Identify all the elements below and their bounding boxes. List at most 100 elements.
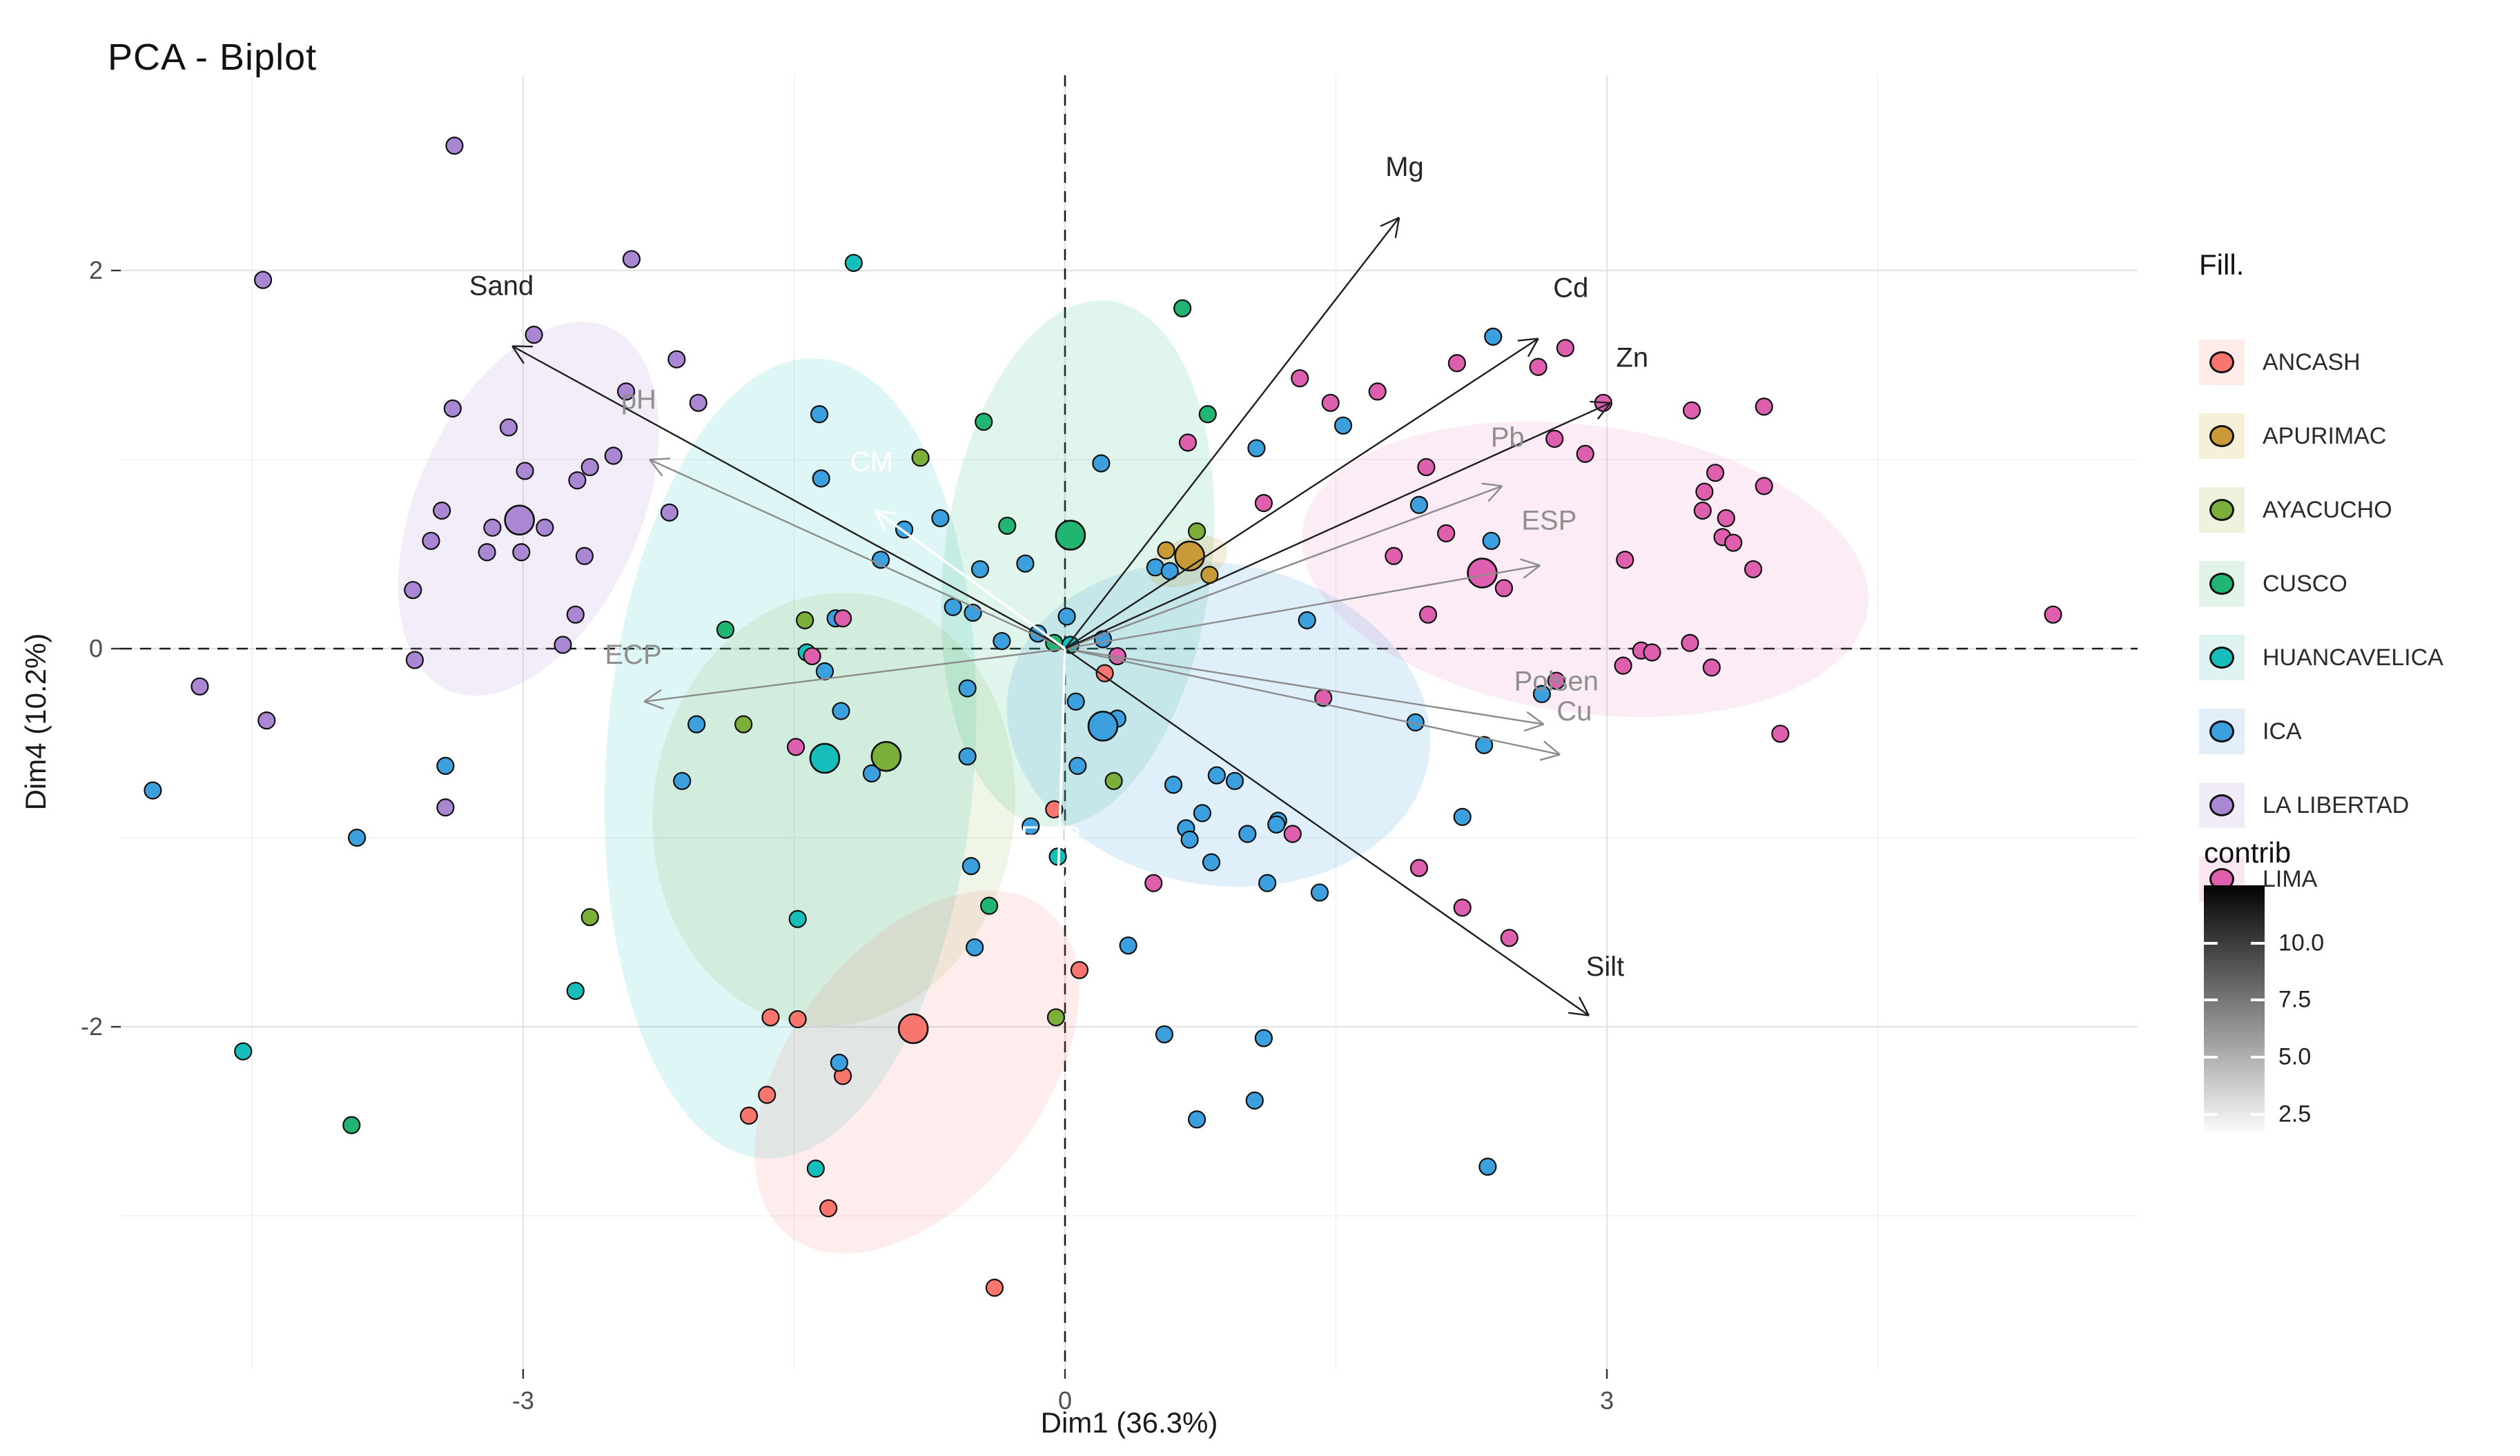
data-point-ICA [1310, 883, 1329, 902]
data-point-ICA [1225, 771, 1244, 790]
x-tick-label: 3 [1600, 1386, 1614, 1415]
contrib-legend: contrib 10.0 7.5 5.0 2.5 [2204, 836, 2411, 1132]
legend-entry-ica: ICA [2199, 709, 2443, 754]
loading-arrow-Cu [1064, 647, 1561, 756]
data-point-LA LIBERTAD [566, 605, 585, 624]
legend-entry-label: CUSCO [2263, 570, 2347, 597]
data-point-ICA [673, 771, 692, 790]
data-point-ICA [810, 405, 829, 424]
data-point-ICA [958, 679, 977, 698]
y-tick-label: -2 [81, 1012, 103, 1041]
legend-entry-label: ICA [2263, 718, 2302, 745]
loading-label-EMP: EMP [1021, 821, 1081, 852]
data-point-LIMA [1695, 482, 1714, 501]
data-point-ICA [1068, 756, 1087, 775]
data-point-LIMA [1724, 533, 1743, 552]
data-point-ANCASH [1095, 664, 1114, 682]
loading-arrowhead [1596, 402, 1612, 420]
data-point-ICA [1258, 874, 1277, 892]
data-point-ICA [931, 509, 950, 528]
data-point-ICA [815, 662, 834, 680]
data-point-LA LIBERTAD [405, 651, 424, 669]
data-point-ICA [1453, 807, 1472, 826]
centroid-HUANCAVELICA [809, 742, 841, 774]
contrib-tick-mark [2251, 1056, 2265, 1059]
loading-arrowhead [1517, 337, 1539, 342]
data-point-ICA [1254, 1029, 1273, 1047]
contrib-tick-label: 5.0 [2278, 1043, 2312, 1070]
data-point-ICA [1334, 416, 1353, 435]
loading-arrowhead [1590, 400, 1611, 404]
loading-arrow-Polsen [1064, 647, 1544, 725]
legend-point-swatch [2209, 794, 2234, 816]
plot-title: PCA - Biplot [108, 37, 318, 78]
data-point-ICA [1164, 776, 1183, 794]
data-point-ICA [832, 702, 850, 720]
data-point-ANCASH [819, 1199, 838, 1218]
data-point-CUSCO [1198, 405, 1217, 424]
loading-label-Polsen: Polsen [1514, 666, 1599, 696]
loading-arrows [511, 217, 1612, 1016]
legend-key [2199, 635, 2245, 680]
contrib-gradient-bar [2204, 885, 2265, 1132]
data-point-LA LIBERTAD [483, 518, 502, 537]
loading-label-CM: CM [850, 446, 893, 477]
data-point-LIMA [1706, 464, 1725, 482]
loading-arrowhead [1568, 1012, 1590, 1016]
legend-point-swatch [2209, 425, 2234, 447]
loading-arrowhead [1579, 996, 1590, 1016]
loading-arrow-ESP [1064, 564, 1541, 650]
data-point-LA LIBERTAD [580, 458, 599, 477]
centroid-AYACUCHO [870, 740, 902, 772]
data-point-ICA [1057, 607, 1076, 626]
y-tick-label: 0 [89, 634, 103, 662]
legend-point-swatch [2209, 499, 2234, 521]
contrib-tick-mark [2251, 998, 2265, 1001]
data-point-LA LIBERTAD [660, 503, 678, 522]
data-point-AYACUCHO [580, 907, 599, 927]
data-point-LA LIBERTAD [436, 798, 455, 817]
loading-arrowhead [1539, 754, 1561, 761]
data-point-LIMA [1385, 547, 1403, 565]
data-point-APURIMAC [1157, 541, 1175, 560]
loading-arrow-Sand [511, 345, 1066, 650]
data-point-LIMA [1291, 369, 1309, 388]
loading-arrow-CM [875, 509, 1066, 650]
data-point-LIMA [1447, 354, 1466, 373]
data-point-LA LIBERTAD [525, 326, 543, 344]
data-point-ICA [1066, 692, 1085, 711]
data-point-ICA [1180, 830, 1199, 849]
loading-label-pH: pH [621, 384, 656, 415]
data-point-LIMA [1702, 658, 1721, 677]
data-point-LA LIBERTAD [404, 580, 422, 600]
loading-arrowhead [1526, 711, 1545, 725]
data-point-ICA [862, 764, 881, 783]
data-point-LIMA [1368, 382, 1387, 401]
loading-label-Cu: Cu [1556, 696, 1592, 727]
loading-arrow-EMP [1056, 648, 1066, 891]
legend-entry-label: AYACUCHO [2263, 496, 2392, 523]
loading-label-Silt: Silt [1586, 952, 1625, 982]
data-point-LIMA [834, 609, 852, 628]
data-point-LA LIBERTAD [536, 518, 554, 537]
data-point-LA LIBERTAD [478, 543, 496, 562]
data-point-AYACUCHO [1187, 522, 1207, 541]
x-tick-label: -3 [512, 1386, 534, 1415]
centroid-LA LIBERTAD [504, 504, 535, 535]
data-point-HUANCAVELICA [234, 1042, 253, 1061]
loading-arrowhead [1481, 482, 1503, 487]
data-point-LIMA [1417, 458, 1436, 477]
data-point-LA LIBERTAD [667, 350, 686, 368]
data-point-LIMA [1771, 725, 1790, 743]
data-point-ICA [1484, 327, 1503, 346]
ellipse-ANCASH [754, 890, 1080, 1254]
legend-key [2199, 783, 2245, 828]
data-point-ICA [1238, 825, 1257, 843]
data-point-CUSCO [342, 1116, 361, 1134]
loading-arrowhead [649, 459, 663, 477]
data-point-HUANCAVELICA [844, 253, 863, 273]
data-point-LIMA [1643, 643, 1661, 662]
data-point-ICA [348, 828, 367, 847]
data-point-ICA [970, 560, 990, 579]
legend-point-swatch [2209, 573, 2234, 595]
